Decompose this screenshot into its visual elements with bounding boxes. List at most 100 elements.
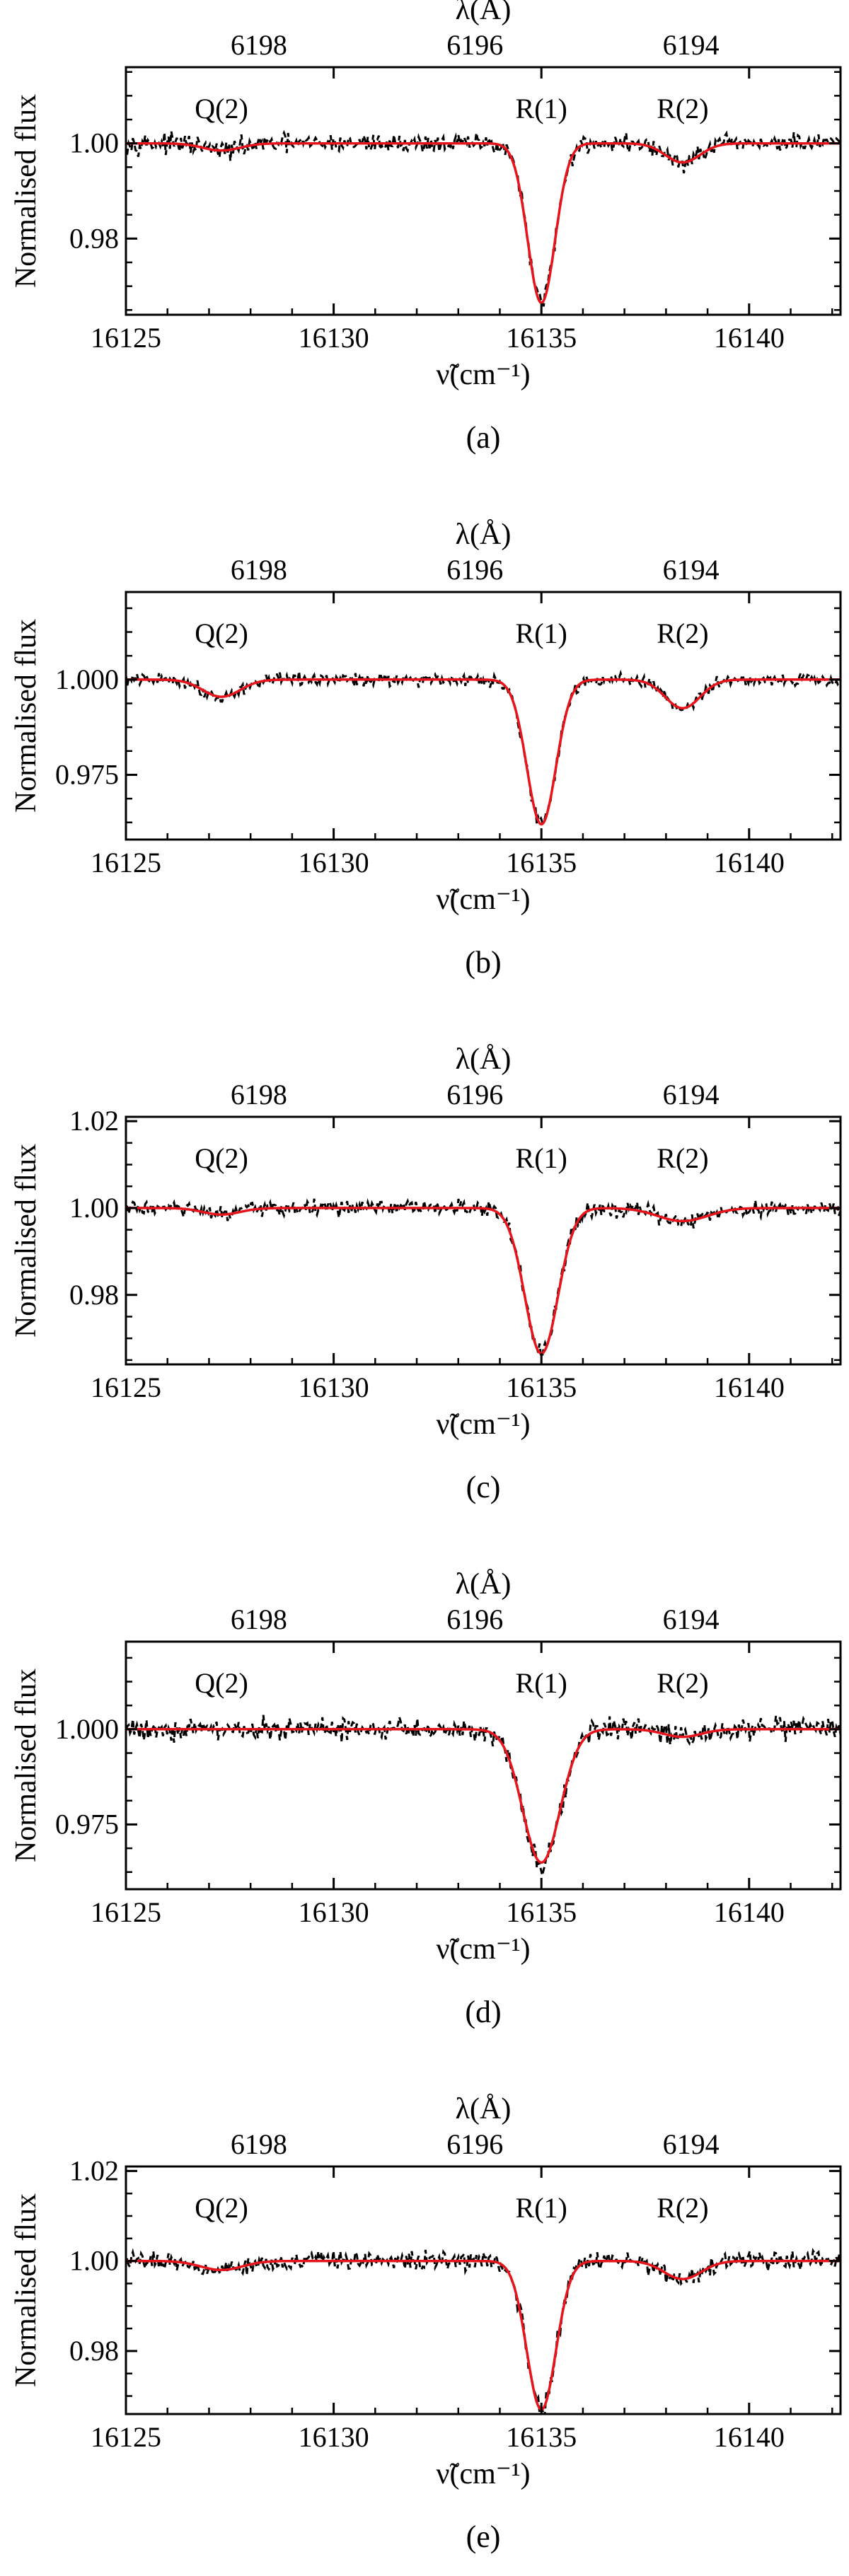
panel-c: 16125 16130 16135 16140 0.98 1.00 1.02 6198 6196… xyxy=(10,1043,842,1504)
y-axis-title: Normalised flux xyxy=(10,94,42,288)
line-id-label: R(2) xyxy=(657,1142,708,1174)
x-tick-label: 16125 xyxy=(91,2421,161,2453)
line-id-label: Q(2) xyxy=(195,93,248,124)
top-axis-title: λ(Å) xyxy=(456,0,512,26)
panel-d: 16125 16130 16135 16140 0.975 1.000 6198 6196 61… xyxy=(10,1568,842,2029)
y-tick-label: 0.98 xyxy=(69,2335,119,2367)
y-tick-label: 0.975 xyxy=(55,758,119,790)
top-tick-label: 6196 xyxy=(446,2128,503,2160)
x-tick-label: 16140 xyxy=(714,2421,785,2453)
observed-spectrum-line xyxy=(126,1197,841,1359)
y-tick-label: 1.00 xyxy=(69,127,119,159)
model-fit-line xyxy=(126,1207,841,1355)
top-tick-label: 6194 xyxy=(663,554,720,586)
top-tick-label: 6198 xyxy=(231,1079,287,1110)
line-id-label: R(2) xyxy=(657,93,708,124)
model-fit-line xyxy=(126,678,841,826)
model-fit-line xyxy=(126,2259,841,2411)
top-tick-label: 6198 xyxy=(231,1603,287,1635)
x-tick-label: 16130 xyxy=(299,1371,369,1403)
top-tick-label: 6194 xyxy=(663,1079,720,1110)
top-tick-label: 6196 xyxy=(446,554,503,586)
line-id-label: R(1) xyxy=(516,1667,567,1699)
x-axis-title: ν̃(cm⁻¹) xyxy=(436,2458,530,2490)
panel-caption: (d) xyxy=(465,1995,501,2029)
x-tick-label: 16130 xyxy=(299,847,369,878)
panel-caption: (a) xyxy=(466,420,501,455)
x-tick-label: 16140 xyxy=(714,1371,785,1403)
y-tick-label: 1.000 xyxy=(55,663,119,695)
line-id-label: R(2) xyxy=(657,1667,708,1699)
line-id-label: R(1) xyxy=(516,1142,567,1174)
top-axis-title: λ(Å) xyxy=(456,2093,512,2125)
x-tick-label: 16125 xyxy=(91,1371,161,1403)
x-tick-label: 16125 xyxy=(91,847,161,878)
plot-frame xyxy=(125,1640,842,1891)
top-axis-title: λ(Å) xyxy=(456,1043,512,1076)
x-tick-label: 16135 xyxy=(506,847,577,878)
observed-spectrum-line xyxy=(126,1715,841,1876)
observed-spectrum-line xyxy=(126,2247,841,2414)
y-tick-label: 1.00 xyxy=(69,2245,119,2277)
top-tick-label: 6194 xyxy=(663,1603,720,1635)
y-tick-label: 1.00 xyxy=(69,1192,119,1224)
y-tick-label: 0.975 xyxy=(55,1808,119,1840)
y-axis-title: Normalised flux xyxy=(10,619,42,813)
line-id-label: R(1) xyxy=(516,617,567,649)
x-tick-label: 16130 xyxy=(299,2421,369,2453)
x-tick-label: 16135 xyxy=(506,2421,577,2453)
top-axis-title: λ(Å) xyxy=(456,518,512,551)
top-tick-label: 6198 xyxy=(231,29,287,61)
top-tick-label: 6196 xyxy=(446,1603,503,1635)
top-tick-label: 6194 xyxy=(663,29,720,61)
plot-frame xyxy=(125,1115,842,1366)
x-tick-label: 16135 xyxy=(506,322,577,354)
x-tick-label: 16140 xyxy=(714,847,785,878)
panel-a: 16125 16130 16135 16140 0.98 1.00 6198 6196 6194… xyxy=(10,0,842,455)
line-id-label: R(1) xyxy=(516,2192,567,2224)
x-tick-label: 16125 xyxy=(91,1896,161,1928)
panel-b: 16125 16130 16135 16140 0.975 1.000 6198 6196 61… xyxy=(10,518,842,980)
y-axis-title: Normalised flux xyxy=(10,2193,42,2387)
y-tick-label: 1.02 xyxy=(69,1105,119,1137)
x-tick-label: 16130 xyxy=(299,1896,369,1928)
panel-caption: (b) xyxy=(465,945,501,980)
x-axis-title: ν̃(cm⁻¹) xyxy=(436,883,530,916)
line-id-label: Q(2) xyxy=(195,2192,248,2224)
model-fit-line xyxy=(126,141,841,305)
plot-frame xyxy=(125,2165,842,2415)
top-tick-label: 6198 xyxy=(231,554,287,586)
line-id-label: R(2) xyxy=(657,617,708,649)
x-tick-label: 16130 xyxy=(299,322,369,354)
plot-frame xyxy=(125,591,842,841)
x-tick-label: 16125 xyxy=(91,322,161,354)
y-tick-label: 1.000 xyxy=(55,1713,119,1745)
observed-spectrum-line xyxy=(126,129,841,307)
x-tick-label: 16140 xyxy=(714,322,785,354)
panel-e: 16125 16130 16135 16140 0.98 1.00 1.02 6198 6196… xyxy=(10,2093,842,2554)
top-tick-label: 6198 xyxy=(231,2128,287,2160)
x-tick-label: 16135 xyxy=(506,1896,577,1928)
top-tick-label: 6194 xyxy=(663,2128,720,2160)
panel-caption: (e) xyxy=(466,2519,501,2554)
y-axis-title: Normalised flux xyxy=(10,1144,42,1338)
top-tick-label: 6196 xyxy=(446,1079,503,1110)
y-tick-label: 1.02 xyxy=(69,2154,119,2186)
x-tick-label: 16135 xyxy=(506,1371,577,1403)
line-id-label: Q(2) xyxy=(195,1142,248,1174)
x-axis-title: ν̃(cm⁻¹) xyxy=(436,359,530,391)
x-tick-label: 16140 xyxy=(714,1896,785,1928)
line-id-label: R(1) xyxy=(516,93,567,124)
line-id-label: Q(2) xyxy=(195,617,248,649)
top-tick-label: 6196 xyxy=(446,29,503,61)
x-axis-title: ν̃(cm⁻¹) xyxy=(436,1408,530,1441)
y-tick-label: 0.98 xyxy=(69,1279,119,1311)
x-axis-title: ν̃(cm⁻¹) xyxy=(436,1933,530,1966)
panel-caption: (c) xyxy=(466,1470,501,1504)
y-axis-title: Normalised flux xyxy=(10,1669,42,1862)
line-id-label: Q(2) xyxy=(195,1667,248,1699)
y-tick-label: 0.98 xyxy=(69,222,119,254)
model-fit-line xyxy=(126,1728,841,1864)
top-axis-title: λ(Å) xyxy=(456,1568,512,1601)
